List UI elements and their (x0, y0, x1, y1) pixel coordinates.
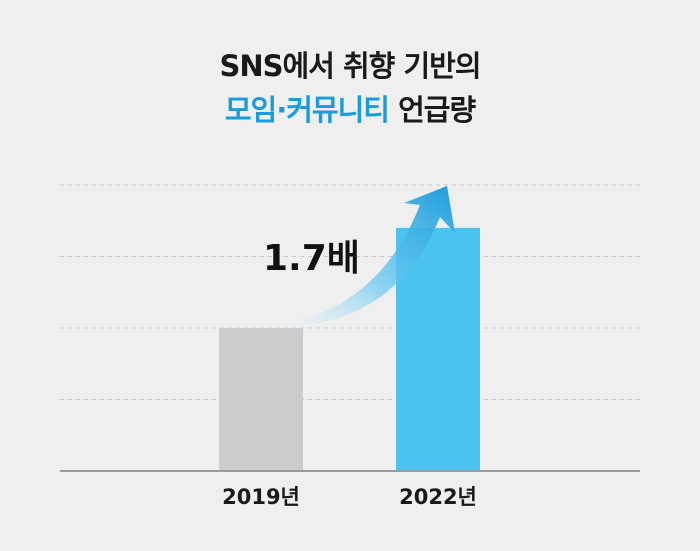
title-line-1: SNS에서 취향 기반의 (219, 49, 482, 83)
growth-arrow (261, 186, 455, 328)
x-tick-label-0: 2019년 (222, 485, 300, 509)
title-rest: 언급량 (388, 93, 476, 127)
title-highlight: 모임·커뮤니티 (224, 93, 390, 127)
title-line-2: 모임·커뮤니티 언급량 (0, 88, 700, 132)
chart-title: SNS에서 취향 기반의 모임·커뮤니티 언급량 (0, 44, 700, 132)
bar-0 (219, 328, 303, 471)
x-tick-label-1: 2022년 (399, 485, 477, 509)
x-tick-labels: 2019년 2022년 (222, 485, 477, 509)
gridlines (60, 184, 640, 400)
growth-ratio-label: 1.7배 (263, 238, 360, 279)
